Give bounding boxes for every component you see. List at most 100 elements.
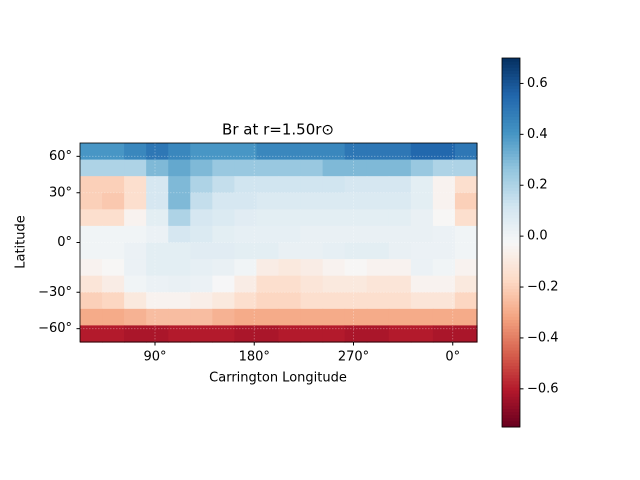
heat-cell	[432, 292, 456, 310]
heat-cell	[124, 176, 147, 194]
chart-title: Br at r=1.50r⊙	[222, 121, 334, 139]
colorbar-swatch	[502, 141, 520, 145]
heat-cell	[124, 192, 147, 210]
colorbar-swatch	[502, 273, 520, 277]
colorbar-swatch	[502, 174, 520, 179]
heat-cell	[388, 242, 412, 260]
heat-cell	[190, 209, 213, 227]
heat-cell	[80, 209, 103, 227]
colorbar-swatch	[502, 270, 520, 274]
heat-cell	[432, 143, 456, 161]
heat-cell	[146, 143, 169, 161]
colorbar-swatch	[502, 82, 520, 87]
colorbar-swatch	[502, 334, 520, 339]
colorbar-swatch	[502, 58, 520, 62]
heat-cell	[146, 242, 169, 260]
heat-cell	[234, 209, 258, 227]
heat-cell	[146, 225, 169, 244]
colorbar-swatch	[502, 276, 520, 280]
colorbar-swatch	[502, 405, 520, 410]
heat-cell	[454, 242, 478, 260]
heat-cell	[168, 259, 191, 277]
colorbar-swatch	[502, 236, 520, 240]
heat-cell	[322, 242, 346, 260]
heat-cell	[300, 143, 324, 161]
heat-cell	[322, 275, 346, 293]
colorbar-swatch	[502, 171, 520, 176]
heat-cell	[300, 259, 324, 277]
heat-cell	[168, 192, 191, 210]
heat-cell	[102, 159, 125, 177]
colorbar-swatch	[502, 147, 520, 151]
colorbar-swatch	[502, 205, 520, 210]
heat-cell	[212, 259, 235, 277]
heat-cell	[168, 143, 191, 161]
heat-cell	[102, 308, 125, 327]
colorbar-swatch	[502, 91, 520, 96]
heat-cell	[80, 143, 103, 161]
heat-cell	[366, 242, 390, 260]
heat-cell	[212, 242, 235, 260]
heat-cell	[190, 176, 213, 194]
heat-cell	[80, 225, 103, 244]
colorbar-swatch	[502, 347, 520, 351]
heat-cell	[322, 325, 346, 343]
heat-cell	[432, 275, 456, 293]
heat-cell	[344, 325, 368, 343]
heat-cell	[388, 159, 412, 177]
colorbar-swatch	[502, 217, 520, 222]
heat-cell	[168, 159, 191, 177]
heat-cell	[234, 225, 258, 244]
colorbar-swatch	[502, 199, 520, 204]
heat-cell	[234, 292, 258, 310]
heat-cell	[388, 292, 412, 310]
heat-cell	[432, 259, 456, 277]
colorbar-swatch	[502, 153, 520, 157]
heat-cell	[124, 143, 147, 161]
colorbar-swatch	[502, 316, 520, 320]
heat-cell	[344, 259, 368, 277]
heat-cell	[212, 176, 235, 194]
colorbar-swatch	[502, 242, 520, 247]
y-tick-label: −30°	[38, 285, 72, 300]
heat-cell	[278, 159, 302, 177]
heat-cell	[344, 292, 368, 310]
heat-cell	[366, 192, 390, 210]
colorbar-swatch	[502, 184, 520, 188]
heat-cell	[322, 225, 346, 244]
heat-cell	[278, 259, 302, 277]
heat-cell	[410, 292, 434, 310]
heat-cell	[212, 192, 235, 210]
heat-cell	[410, 192, 434, 210]
colorbar-swatch	[502, 227, 520, 231]
heat-cell	[432, 325, 456, 343]
heat-cell	[212, 308, 235, 327]
heat-cell	[212, 325, 235, 343]
colorbar-swatch	[502, 393, 520, 397]
colorbar-swatch	[502, 97, 520, 102]
heat-cell	[80, 275, 103, 293]
heat-cell	[454, 292, 478, 310]
heat-cell	[432, 159, 456, 177]
colorbar-swatch	[502, 368, 520, 373]
heat-cell	[190, 308, 213, 327]
heat-cell	[432, 176, 456, 194]
heat-cell	[190, 275, 213, 293]
heat-cell	[256, 192, 280, 210]
colorbar-swatch	[502, 64, 520, 68]
heat-cell	[454, 159, 478, 177]
colorbar-swatch	[502, 79, 520, 84]
heat-cell	[344, 242, 368, 260]
heat-cell	[410, 308, 434, 327]
colorbar-swatch	[502, 356, 520, 360]
heat-cell	[432, 242, 456, 260]
heat-cell	[388, 325, 412, 343]
colorbar-swatch	[502, 420, 520, 425]
heat-cell	[234, 176, 258, 194]
heat-cell	[102, 176, 125, 194]
heat-cell	[322, 192, 346, 210]
colorbar-swatch	[502, 402, 520, 406]
heat-cell	[454, 259, 478, 277]
heat-cell	[124, 159, 147, 177]
colorbar-swatch	[502, 168, 520, 173]
